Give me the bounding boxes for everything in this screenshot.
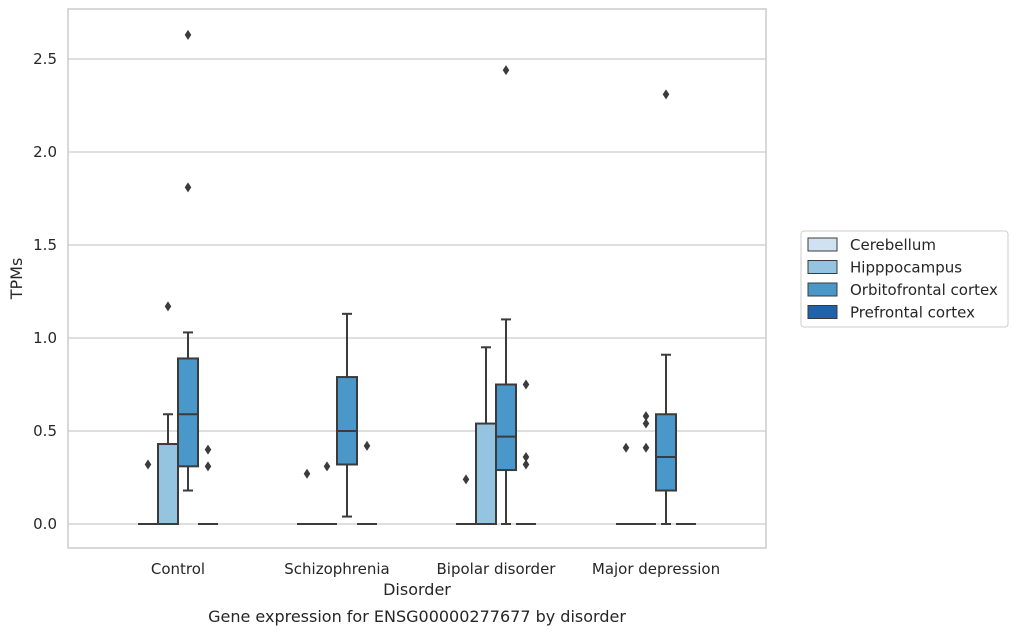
plot-frame xyxy=(67,8,767,549)
outlier-point xyxy=(502,65,510,76)
outlier-point xyxy=(164,301,172,312)
outlier-point xyxy=(204,461,212,472)
y-tick-label: 0.5 xyxy=(33,422,57,440)
legend-swatch xyxy=(807,237,838,252)
x-tick-label: Bipolar disorder xyxy=(437,560,557,578)
x-tick-label: Major depression xyxy=(592,560,720,578)
box-group xyxy=(336,312,358,518)
outlier-point xyxy=(462,474,470,485)
legend-label: Hipppocampus xyxy=(850,259,962,277)
box-group xyxy=(357,440,377,525)
y-tick-label: 2.0 xyxy=(33,143,57,161)
legend-label: Orbitofrontal cortex xyxy=(850,281,998,299)
outlier-point xyxy=(144,459,152,470)
y-tick-label: 2.5 xyxy=(33,50,57,68)
legend-swatch xyxy=(807,305,838,319)
box-group xyxy=(475,346,497,525)
box-group xyxy=(655,89,677,525)
outlier-point xyxy=(204,444,212,455)
legend-swatch xyxy=(807,282,838,297)
legend-label: Cerebellum xyxy=(850,236,936,254)
box xyxy=(655,413,677,492)
y-tick-label: 1.5 xyxy=(33,236,57,254)
box-group xyxy=(516,379,536,525)
chart-caption: Gene expression for ENSG00000277677 by d… xyxy=(208,607,626,626)
x-tick-labels: Control Schizophrenia Bipolar disorder Majo… xyxy=(151,560,720,578)
box-group xyxy=(456,474,476,525)
outlier-point xyxy=(522,379,530,390)
box xyxy=(475,422,497,525)
box-group xyxy=(198,444,218,525)
outlier-point xyxy=(642,442,650,453)
outlier-point xyxy=(522,459,530,470)
outlier-point xyxy=(184,182,192,193)
box xyxy=(177,357,199,468)
outlier-point xyxy=(323,461,331,472)
legend-item: Hipppocampus xyxy=(807,259,962,277)
outlier-point xyxy=(363,440,371,451)
outlier-point xyxy=(642,418,650,429)
box xyxy=(157,443,179,525)
y-tick-labels: 0.0 0.5 1.0 1.5 2.0 2.5 xyxy=(33,50,57,533)
outlier-point xyxy=(184,29,192,40)
outlier-point xyxy=(303,468,311,479)
box-group xyxy=(177,29,199,492)
y-axis-label: TPMs xyxy=(7,258,26,301)
box-group xyxy=(157,301,179,525)
box-group xyxy=(616,442,636,525)
y-tick-label: 1.0 xyxy=(33,329,57,347)
y-tick-label: 0.0 xyxy=(33,515,57,533)
x-tick-label: Schizophrenia xyxy=(284,560,389,578)
legend-item: Orbitofrontal cortex xyxy=(807,281,998,299)
legend-item: Prefrontal cortex xyxy=(807,304,975,322)
box-group xyxy=(297,468,317,525)
box xyxy=(495,383,517,472)
box xyxy=(336,376,358,466)
legend: Cerebellum Hipppocampus Orbitofrontal cort… xyxy=(800,230,1009,328)
legend-swatch xyxy=(807,260,838,274)
legend-item: Cerebellum xyxy=(807,236,936,254)
box-group xyxy=(636,411,656,525)
outlier-point xyxy=(522,452,530,463)
x-tick-label: Control xyxy=(151,560,205,578)
legend-frame xyxy=(800,230,1009,328)
x-axis-label: Disorder xyxy=(383,580,451,599)
box-group xyxy=(495,65,517,525)
outlier-point xyxy=(622,442,630,453)
outlier-point xyxy=(642,411,650,422)
box-groups xyxy=(138,29,696,525)
box-group xyxy=(138,459,158,525)
box-group xyxy=(317,461,337,525)
outlier-point xyxy=(662,89,670,100)
legend-label: Prefrontal cortex xyxy=(850,304,975,322)
